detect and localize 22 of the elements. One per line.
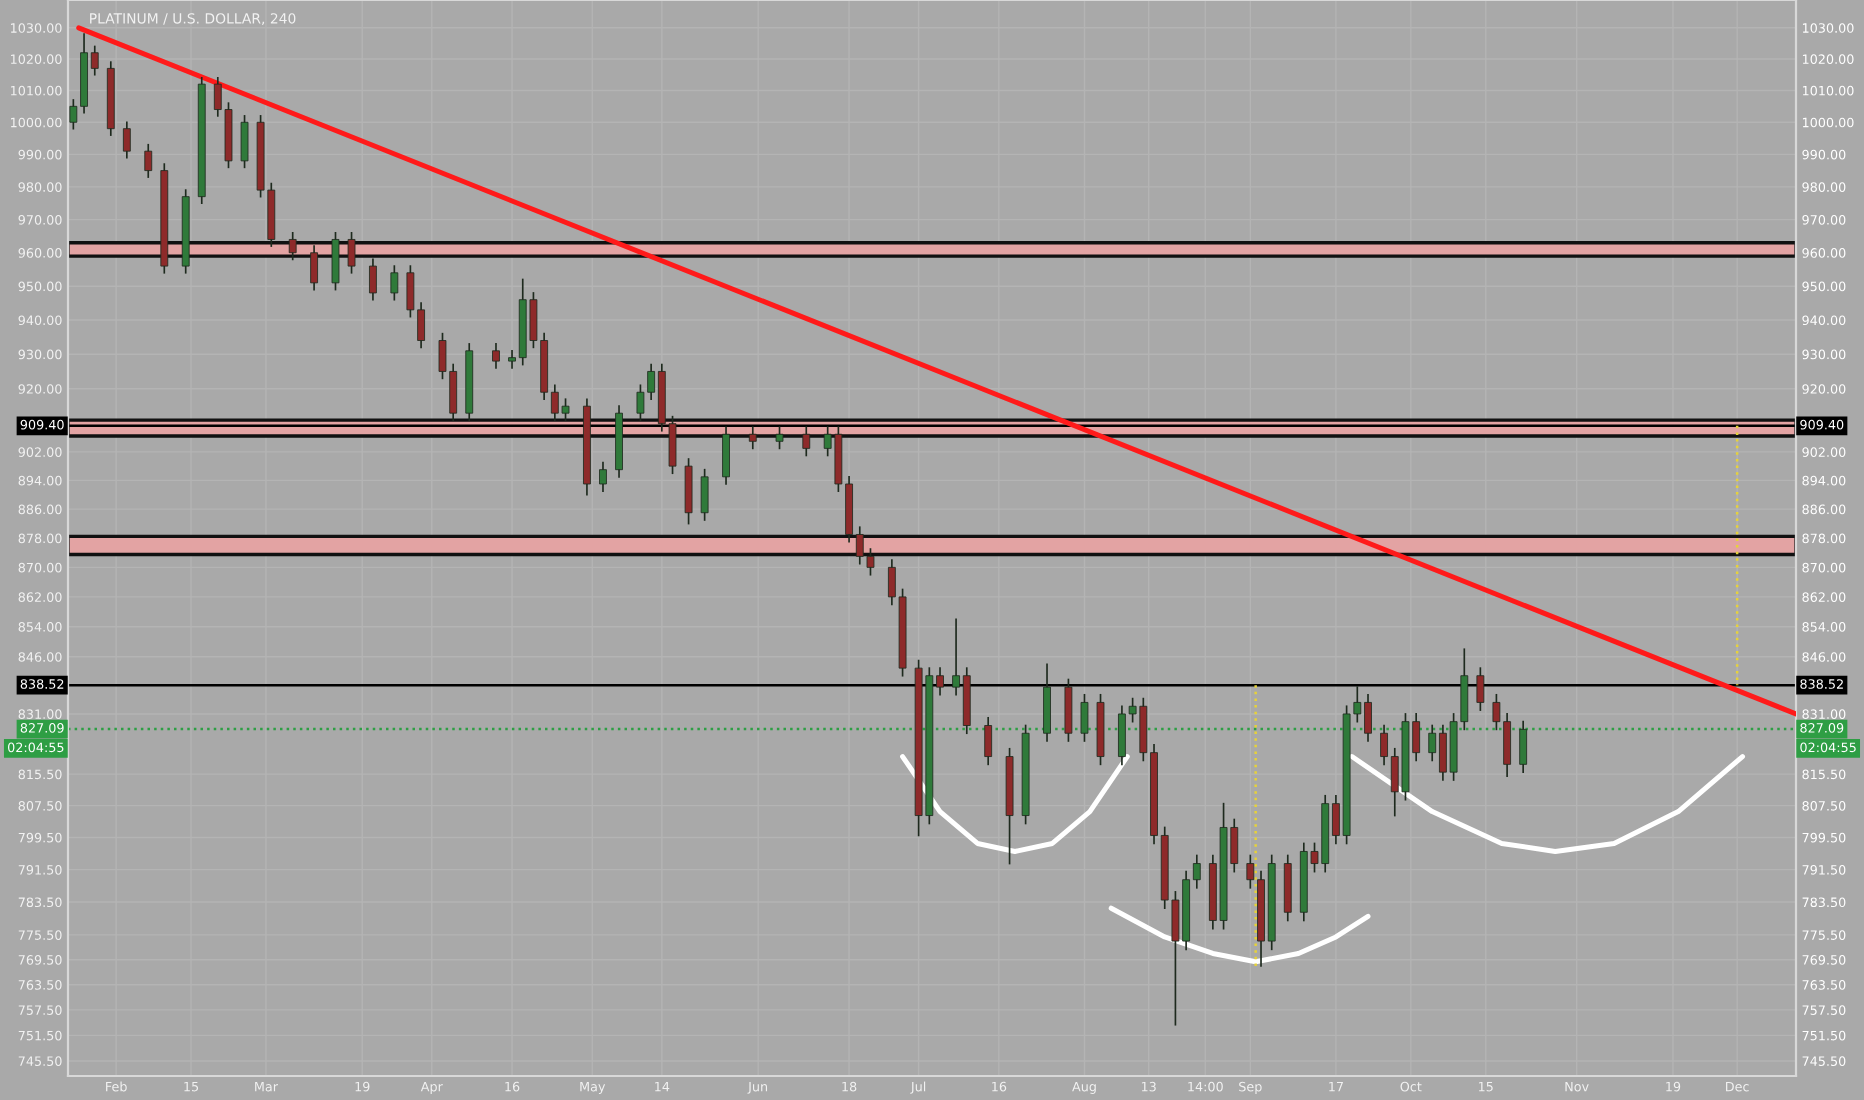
candlestick (1064, 678, 1073, 742)
candlestick (748, 426, 757, 450)
candlestick (775, 426, 784, 450)
candlestick (984, 716, 993, 766)
candlestick (1476, 667, 1485, 711)
candlestick (310, 245, 318, 291)
line-series (1349, 754, 1745, 854)
candlestick (492, 343, 500, 369)
candlestick (390, 265, 399, 301)
candlestick (369, 258, 377, 301)
candlestick (684, 458, 693, 525)
candlestick (802, 426, 811, 457)
candlestick (1080, 693, 1089, 742)
candlestick (700, 468, 709, 521)
candlestick (1043, 663, 1051, 742)
candlestick (1519, 720, 1528, 774)
candlestick (331, 231, 340, 291)
candlestick (599, 461, 607, 492)
candlestick (347, 231, 356, 274)
candlestick (288, 231, 297, 261)
candlestick (722, 426, 730, 485)
line-series (1108, 905, 1371, 965)
